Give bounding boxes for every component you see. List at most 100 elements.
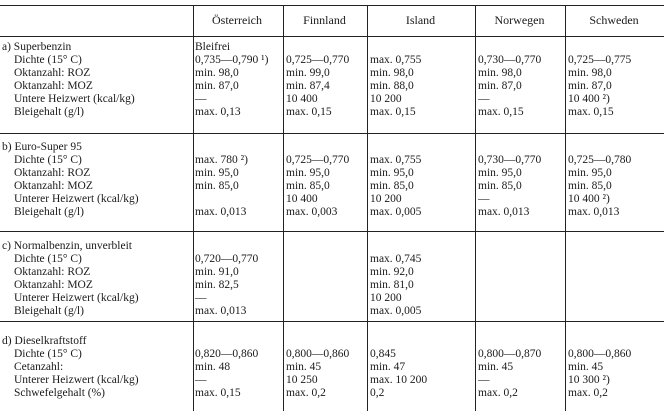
- cell-value: —: [195, 292, 207, 304]
- cell-value: min. 98,0: [478, 67, 522, 79]
- cell-value: —: [195, 374, 207, 386]
- cell-value: min. 95,0: [195, 167, 239, 179]
- cell-value: 0,820—0,860: [195, 348, 259, 360]
- row-label: a) Superbenzin: [2, 41, 72, 53]
- cell-value: 0,2: [370, 387, 385, 399]
- cell-value: max. 0,005: [370, 305, 422, 317]
- cell-value: 10 200: [370, 93, 402, 105]
- row-label: Oktanzahl: ROZ: [14, 67, 91, 79]
- cell-value: max. 0,15: [568, 106, 614, 118]
- cell-value: 0,800—0,860: [568, 348, 632, 360]
- column-header: Norwegen: [494, 13, 545, 27]
- header-rule: [0, 36, 664, 37]
- row-label: Dichte (15° C): [14, 348, 82, 360]
- row-label: Dichte (15° C): [14, 154, 82, 166]
- row-label: b) Euro-Super 95: [2, 141, 82, 153]
- cell-value: max. 0,005: [370, 206, 422, 218]
- value-cell: 0,720—0,770 min. 91,0 min. 82,5— max. 0,013: [195, 240, 258, 318]
- cell-value: 0,725—0,780: [568, 154, 632, 166]
- cell-value: [478, 41, 541, 54]
- cell-value: Bleifrei: [195, 41, 231, 53]
- cell-value: min. 99,0: [286, 67, 330, 79]
- value-cell: max. 0,745 min. 92,0 min. 81,0 10 200 max. 0…: [370, 240, 421, 318]
- cell-value: —: [195, 93, 207, 105]
- cell-value: 0,735—0,790 ¹): [195, 54, 269, 66]
- cell-value: max. 0,15: [370, 106, 416, 118]
- section-rule: [0, 231, 664, 232]
- cell-value: min. 95,0: [478, 167, 522, 179]
- cell-value: min. 48: [195, 361, 231, 373]
- cell-value: min. 92,0: [370, 266, 414, 278]
- cell-value: max. 0,003: [286, 206, 338, 218]
- cell-value: max. 0,745: [370, 253, 422, 265]
- cell-value: [478, 335, 541, 348]
- cell-value: min. 91,0: [195, 266, 239, 278]
- row-label: Oktanzahl: MOZ: [14, 80, 93, 92]
- row-label: Bleigehalt (g/l): [14, 106, 84, 118]
- cell-value: max. 0,013: [568, 206, 620, 218]
- value-cell: max. 0,755 min. 98,0 min. 88,0 10 200 max. 0…: [370, 41, 421, 119]
- row-label: Unterer Heizwert (kcal/kg): [14, 292, 139, 304]
- cell-value: 10 400: [286, 193, 318, 205]
- cell-value: 0,800—0,870: [478, 348, 542, 360]
- cell-value: [286, 335, 349, 348]
- cell-value: min. 98,0: [195, 67, 239, 79]
- section-labels: d) Dieselkraftstoff Dichte (15° C) Cetanza…: [2, 335, 139, 400]
- cell-value: min. 88,0: [370, 80, 414, 92]
- cell-value: min. 45: [286, 361, 322, 373]
- cell-value: min. 45: [568, 361, 604, 373]
- column-divider: [283, 6, 284, 411]
- cell-value: min. 85,0: [370, 180, 414, 192]
- cell-value: [568, 41, 631, 54]
- cell-value: 10 300 ²): [568, 374, 610, 386]
- cell-value: max. 0,013: [478, 206, 530, 218]
- column-divider: [367, 6, 368, 411]
- cell-value: —: [478, 193, 490, 205]
- column-header: Schweden: [589, 13, 639, 27]
- cell-value: [195, 335, 258, 348]
- cell-value: [195, 240, 258, 253]
- cell-value: [370, 335, 427, 348]
- cell-value: [568, 141, 631, 154]
- cell-value: [370, 240, 421, 253]
- cell-value: min. 82,5: [195, 279, 239, 291]
- cell-value: min. 87,0: [568, 80, 612, 92]
- cell-value: max. 0,15: [195, 387, 241, 399]
- cell-value: min. 45: [478, 361, 514, 373]
- column-divider: [475, 6, 476, 411]
- cell-value: 10 400 ²): [568, 193, 610, 205]
- cell-value: [286, 141, 349, 154]
- row-label: Unterer Heizwert (kcal/kg): [14, 374, 139, 386]
- cell-value: min. 85,0: [478, 180, 522, 192]
- cell-value: 0,730—0,770: [478, 54, 542, 66]
- value-cell: 0,725—0,780 min. 95,0 min. 85,0 10 400 ²) ma…: [568, 141, 631, 219]
- cell-value: 10 200: [370, 193, 402, 205]
- row-label: Oktanzahl: ROZ: [14, 266, 91, 278]
- cell-value: max. 0,755: [370, 54, 422, 66]
- cell-value: max. 0,013: [195, 206, 247, 218]
- value-cell: 0,725—0,770 min. 95,0 min. 85,0 10 400 max. …: [286, 141, 349, 219]
- column-header: Island: [405, 13, 436, 27]
- cell-value: min. 95,0: [568, 167, 612, 179]
- cell-value: min. 98,0: [370, 67, 414, 79]
- section-rule: [0, 321, 664, 322]
- column-divider: [565, 6, 566, 411]
- cell-value: min. 95,0: [370, 167, 414, 179]
- section-labels: c) Normalbenzin, unverbleit Dichte (15° C…: [2, 240, 139, 318]
- cell-value: min. 95,0: [286, 167, 330, 179]
- cell-value: min. 81,0: [370, 279, 414, 291]
- column-header: Österreich: [212, 13, 262, 27]
- row-label: Bleigehalt (g/l): [14, 305, 84, 317]
- column-header: Finnland: [303, 13, 346, 27]
- row-label: c) Normalbenzin, unverbleit: [2, 240, 132, 252]
- value-cell: 0,800—0,860 min. 45 10 300 ²) max. 0,2: [568, 335, 631, 400]
- cell-value: [195, 193, 248, 206]
- value-cell: 0,800—0,860 min. 45 10 250 max. 0,2: [286, 335, 349, 400]
- cell-value: max. 0,15: [286, 106, 332, 118]
- cell-value: 0,720—0,770: [195, 253, 259, 265]
- row-label: Bleigehalt (g/l): [14, 206, 84, 218]
- section-labels: a) Superbenzin Dichte (15° C) Oktanzahl: R…: [2, 41, 135, 119]
- cell-value: 10 200: [370, 292, 402, 304]
- value-cell: 0,800—0,870 min. 45— max. 0,2: [478, 335, 541, 400]
